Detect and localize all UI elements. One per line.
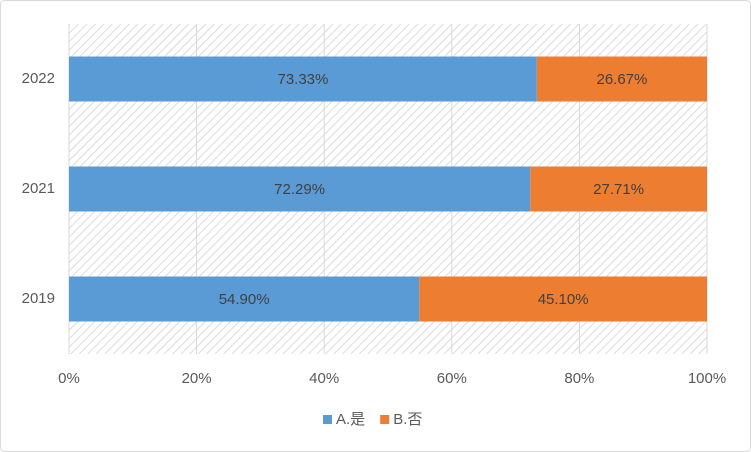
x-tick-label: 20%	[182, 370, 212, 387]
value-label: 26.67%	[596, 71, 647, 88]
value-label: 54.90%	[219, 291, 270, 308]
x-tick-label: 0%	[58, 370, 80, 387]
bar	[69, 56, 537, 102]
legend-swatch	[323, 415, 332, 424]
x-tick-label: 80%	[564, 370, 594, 387]
y-tick-label: 2022	[22, 70, 55, 87]
bar	[530, 166, 707, 212]
bar	[69, 166, 531, 212]
bar	[536, 56, 707, 102]
y-tick-label: 2021	[22, 180, 55, 197]
legend-label: A.是	[336, 411, 365, 428]
value-label: 27.71%	[593, 181, 644, 198]
legend-label: B.否	[393, 411, 422, 428]
legend-swatch	[380, 415, 390, 424]
value-label: 45.10%	[538, 291, 589, 308]
x-tick-label: 60%	[437, 370, 467, 387]
bar	[69, 276, 420, 322]
value-label: 72.29%	[274, 181, 325, 198]
x-tick-label: 100%	[688, 370, 726, 387]
bar	[419, 276, 707, 322]
value-label: 73.33%	[277, 71, 328, 88]
y-tick-label: 2019	[22, 290, 55, 307]
x-tick-label: 40%	[309, 370, 339, 387]
